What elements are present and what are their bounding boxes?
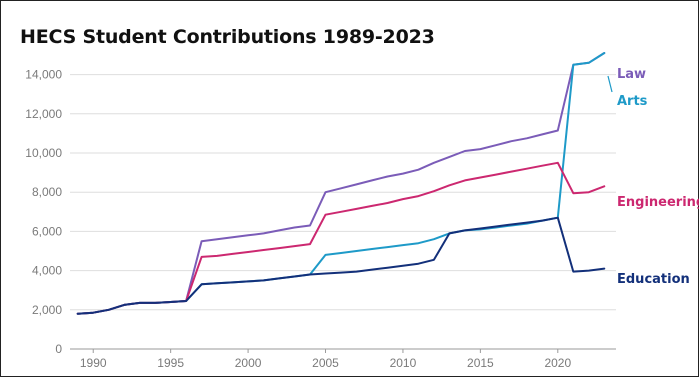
y-tick-label: 6,000 xyxy=(32,224,62,238)
y-tick-label: 0 xyxy=(55,342,62,356)
gridlines xyxy=(70,74,616,311)
x-tick-label: 2015 xyxy=(467,356,494,370)
arts-leader-line xyxy=(607,75,613,93)
x-tick-label: 2005 xyxy=(312,356,339,370)
x-tick-label: 2020 xyxy=(544,356,571,370)
x-axis-ticks: 1990 1995 2000 2005 2010 2015 2020 xyxy=(80,349,571,370)
series-label-law: Law xyxy=(617,67,646,82)
series-label-arts: Arts xyxy=(617,94,648,109)
x-tick-label: 1990 xyxy=(80,356,107,370)
y-tick-label: 4,000 xyxy=(32,264,62,278)
x-tick-label: 2010 xyxy=(390,356,417,370)
series-lines xyxy=(76,52,606,315)
series-line-education xyxy=(76,216,606,315)
series-line-engineering xyxy=(76,161,606,315)
y-tick-label: 2,000 xyxy=(32,303,62,317)
y-tick-label: 8,000 xyxy=(32,185,62,199)
series-labels: Law Arts Engineering Education xyxy=(607,67,699,287)
x-tick-label: 1995 xyxy=(157,356,184,370)
y-tick-label: 14,000 xyxy=(25,68,62,82)
y-tick-label: 10,000 xyxy=(25,146,62,160)
x-tick-label: 2000 xyxy=(235,356,262,370)
y-axis-ticks: 0 2,000 4,000 6,000 8,000 10,000 12,000 14,000 xyxy=(25,68,62,356)
series-label-education: Education xyxy=(617,272,690,287)
series-line-law xyxy=(76,52,606,315)
y-tick-label: 12,000 xyxy=(25,107,62,121)
chart-title: HECS Student Contributions 1989-2023 xyxy=(20,26,435,48)
series-line-arts xyxy=(76,52,606,315)
series-label-engineering: Engineering xyxy=(617,195,699,210)
